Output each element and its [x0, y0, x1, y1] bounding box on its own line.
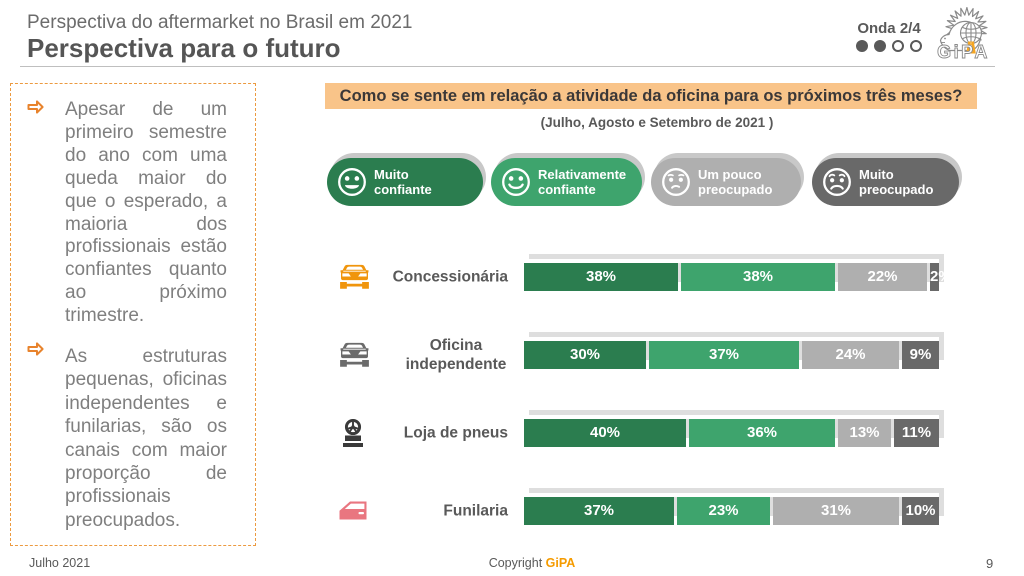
- svg-text:GiPA: GiPA: [937, 42, 990, 62]
